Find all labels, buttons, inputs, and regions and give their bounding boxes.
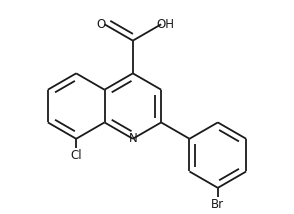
Text: O: O	[96, 18, 105, 31]
Text: Br: Br	[211, 198, 224, 211]
Text: N: N	[128, 132, 137, 145]
Text: OH: OH	[156, 18, 174, 31]
Text: Cl: Cl	[70, 149, 82, 162]
